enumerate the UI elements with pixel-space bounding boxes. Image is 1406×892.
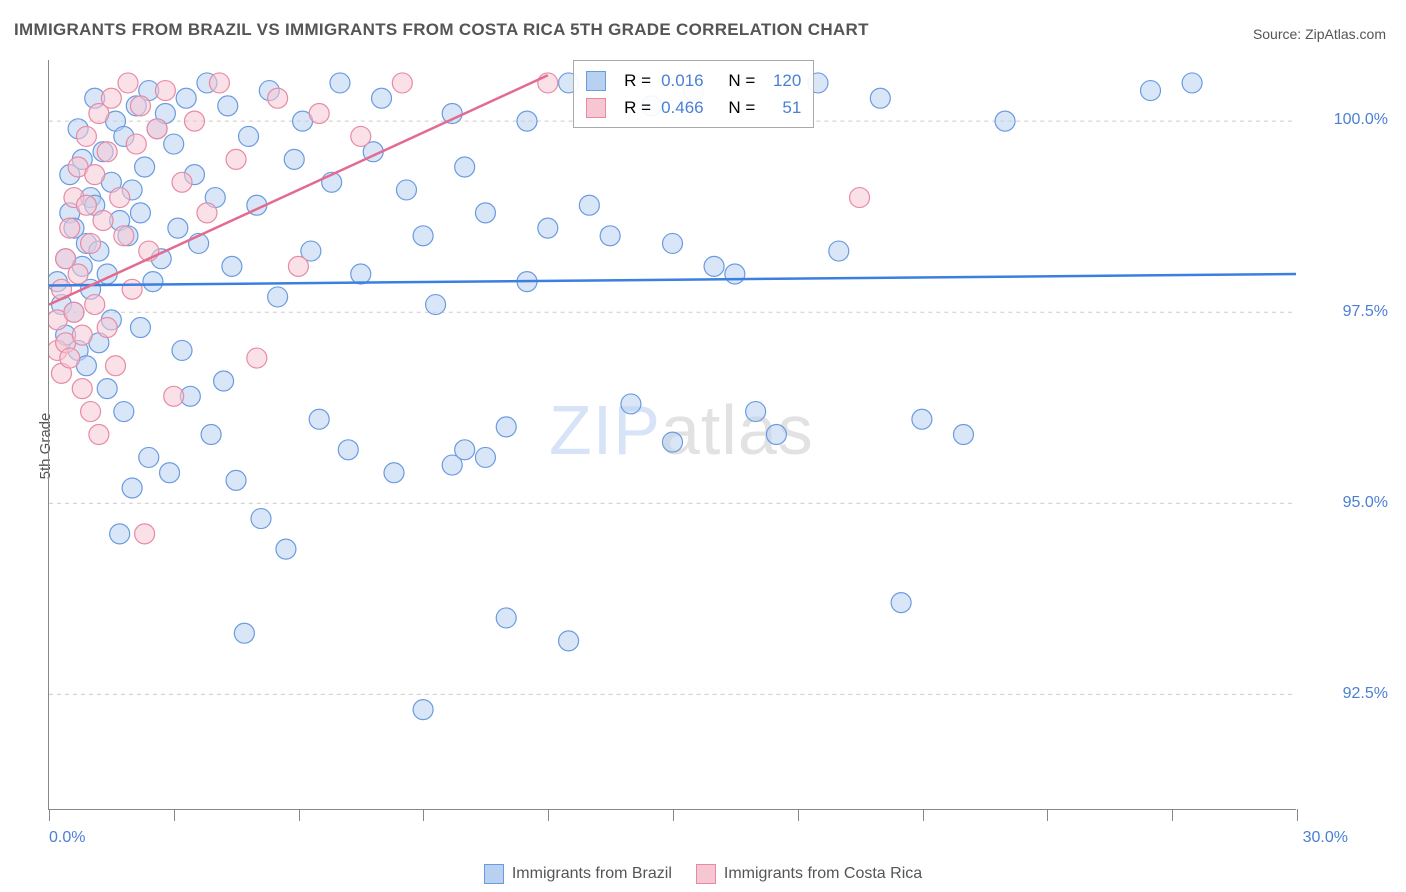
x-tick xyxy=(174,809,175,821)
x-tick xyxy=(423,809,424,821)
legend-item: Immigrants from Brazil xyxy=(484,864,672,884)
x-axis-min-label: 0.0% xyxy=(49,829,85,847)
x-tick xyxy=(49,809,50,821)
chart-plot-area: ZIPatlas 92.5%95.0%97.5%100.0% 0.0% 30.0… xyxy=(48,60,1296,810)
x-tick xyxy=(299,809,300,821)
y-tick-label: 97.5% xyxy=(1343,303,1388,321)
series-legend: Immigrants from Brazil Immigrants from Co… xyxy=(0,864,1406,884)
y-tick-label: 92.5% xyxy=(1343,685,1388,703)
x-tick xyxy=(1297,809,1298,821)
x-tick xyxy=(548,809,549,821)
source-attribution: Source: ZipAtlas.com xyxy=(1253,26,1386,42)
correlation-legend: R = 0.016 N = 120R = 0.466 N = 51 xyxy=(573,60,814,128)
scatter-svg xyxy=(49,60,1296,809)
x-tick xyxy=(923,809,924,821)
legend-row: R = 0.016 N = 120 xyxy=(586,67,801,94)
x-tick xyxy=(1172,809,1173,821)
x-tick xyxy=(1047,809,1048,821)
x-tick xyxy=(798,809,799,821)
y-tick-label: 100.0% xyxy=(1334,111,1388,129)
y-tick-label: 95.0% xyxy=(1343,494,1388,512)
legend-row: R = 0.466 N = 51 xyxy=(586,94,801,121)
x-axis-max-label: 30.0% xyxy=(1303,829,1348,847)
chart-title: IMMIGRANTS FROM BRAZIL VS IMMIGRANTS FRO… xyxy=(14,20,869,40)
x-tick xyxy=(673,809,674,821)
legend-item: Immigrants from Costa Rica xyxy=(696,864,922,884)
